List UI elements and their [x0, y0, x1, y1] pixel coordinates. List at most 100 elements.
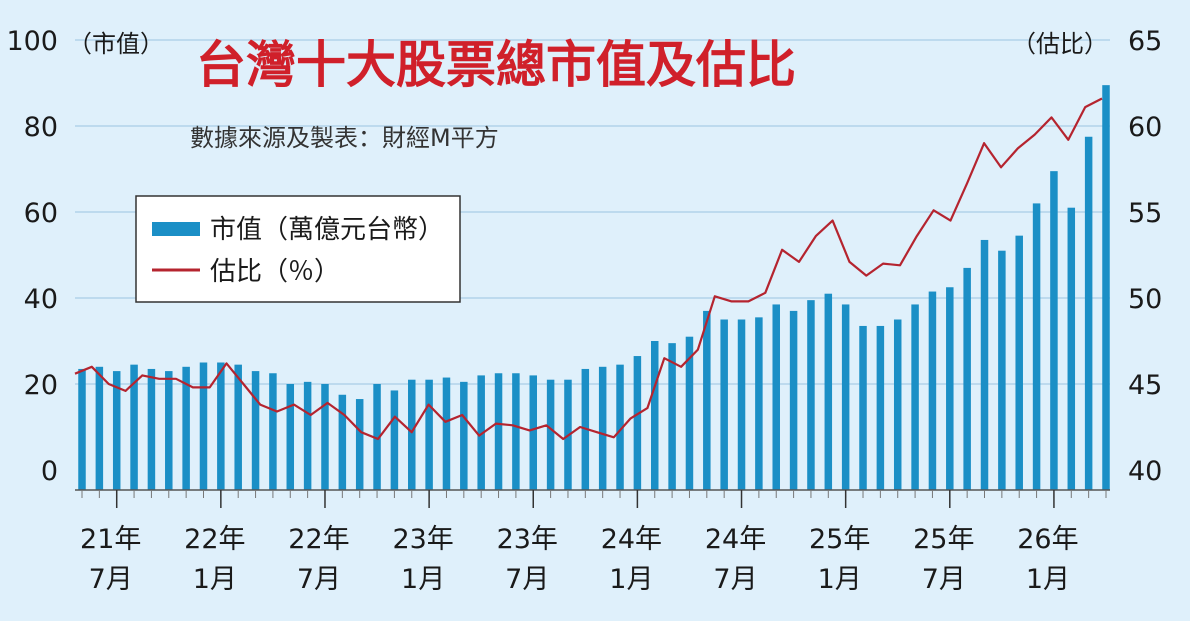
right-axis-unit: （估比）: [1012, 30, 1108, 58]
bar: [425, 379, 433, 490]
bar: [998, 250, 1006, 490]
bar: [1032, 203, 1041, 490]
bar: [980, 239, 989, 490]
bar: [598, 366, 607, 490]
bar: [824, 293, 833, 490]
bar: [841, 304, 850, 490]
x-tick-month: 1月: [609, 564, 653, 595]
x-tick-year: 21年: [80, 524, 141, 555]
chart-title: 台灣十大股票總市值及估比: [196, 35, 796, 94]
right-tick-label: 40: [1128, 456, 1162, 487]
bar: [859, 325, 867, 490]
bar: [1067, 207, 1076, 490]
bar: [1102, 85, 1110, 491]
bar: [893, 319, 902, 490]
bar: [1050, 171, 1058, 490]
x-tick-year: 22年: [288, 524, 349, 555]
right-tick-label: 60: [1128, 112, 1162, 143]
x-tick-month: 7月: [89, 564, 133, 595]
bar: [78, 368, 86, 490]
bar: [928, 291, 937, 490]
bar: [668, 343, 676, 490]
x-tick-year: 24年: [601, 524, 662, 555]
bar: [633, 356, 642, 490]
bar: [199, 362, 208, 490]
bar: [390, 390, 399, 490]
bar: [442, 377, 451, 490]
x-tick-year: 23年: [392, 524, 453, 555]
bar: [130, 364, 138, 490]
right-tick-label: 65: [1128, 26, 1162, 57]
left-tick-label: 60: [24, 198, 58, 229]
bar: [321, 384, 329, 490]
bar: [147, 368, 156, 490]
bar: [373, 384, 381, 490]
bar: [408, 379, 416, 490]
bar: [338, 394, 347, 490]
bar: [946, 287, 954, 490]
bar: [477, 375, 485, 490]
bar: [494, 373, 503, 490]
bar: [251, 371, 260, 490]
bar: [1015, 235, 1023, 490]
bar: [234, 364, 242, 490]
chart-subtitle: 數據來源及製表：財經M平方: [190, 124, 499, 152]
legend: 市值（萬億元台幣） 估比（％）: [135, 195, 461, 303]
left-tick-label: 40: [24, 284, 58, 315]
bar: [112, 371, 121, 490]
bar: [685, 336, 694, 490]
x-tick-year: 26年: [1017, 524, 1078, 555]
bar: [182, 366, 190, 490]
bar: [512, 373, 520, 490]
x-tick-month: 7月: [713, 564, 757, 595]
x-tick-month: 1月: [401, 564, 445, 595]
bar: [807, 300, 815, 490]
legend-box: [135, 195, 461, 303]
right-tick-label: 55: [1128, 198, 1162, 229]
bar: [876, 325, 885, 490]
bar: [720, 319, 728, 490]
bar: [303, 381, 312, 490]
bar-series: [78, 85, 1110, 491]
line-series: [74, 97, 1103, 441]
legend-bar-label: 市值（萬億元台幣）: [210, 215, 444, 245]
bar: [286, 384, 295, 490]
x-tick-year: 24年: [705, 524, 766, 555]
right-tick-label: 45: [1128, 370, 1162, 401]
bar: [963, 267, 971, 490]
bar: [703, 310, 711, 490]
legend-line-label: 估比（％）: [210, 257, 340, 287]
left-tick-label: 100: [6, 26, 58, 57]
bar: [911, 304, 919, 490]
bar: [650, 341, 659, 490]
bar: [460, 381, 468, 490]
x-tick-month: 1月: [1026, 564, 1070, 595]
bar: [737, 319, 746, 490]
bar: [95, 366, 104, 490]
bar: [529, 375, 538, 490]
bar: [772, 304, 780, 490]
bar: [217, 362, 225, 490]
bar: [616, 364, 624, 490]
bar: [355, 399, 364, 490]
bar: [546, 379, 555, 490]
x-tick-month: 7月: [297, 564, 341, 595]
x-tick-month: 1月: [193, 564, 237, 595]
bar: [1084, 136, 1093, 490]
x-tick-year: 25年: [913, 524, 974, 555]
x-tick-month: 1月: [818, 564, 862, 595]
legend-bar-swatch: [152, 222, 200, 236]
bar: [269, 373, 277, 490]
right-tick-label: 50: [1128, 284, 1162, 315]
left-tick-label: 0: [41, 456, 58, 487]
valuation-line: [74, 97, 1103, 441]
x-tick-month: 7月: [922, 564, 966, 595]
x-tick-year: 22年: [184, 524, 245, 555]
bar: [789, 310, 798, 490]
left-tick-label: 20: [24, 370, 58, 401]
x-tick-month: 7月: [505, 564, 549, 595]
left-tick-label: 80: [24, 112, 58, 143]
bar: [165, 371, 173, 490]
axes: 0 20 40 60 80 100 40 45 50 55 60 65 21年 7月 22年 1月 22年 7月 2…: [6, 26, 1162, 595]
